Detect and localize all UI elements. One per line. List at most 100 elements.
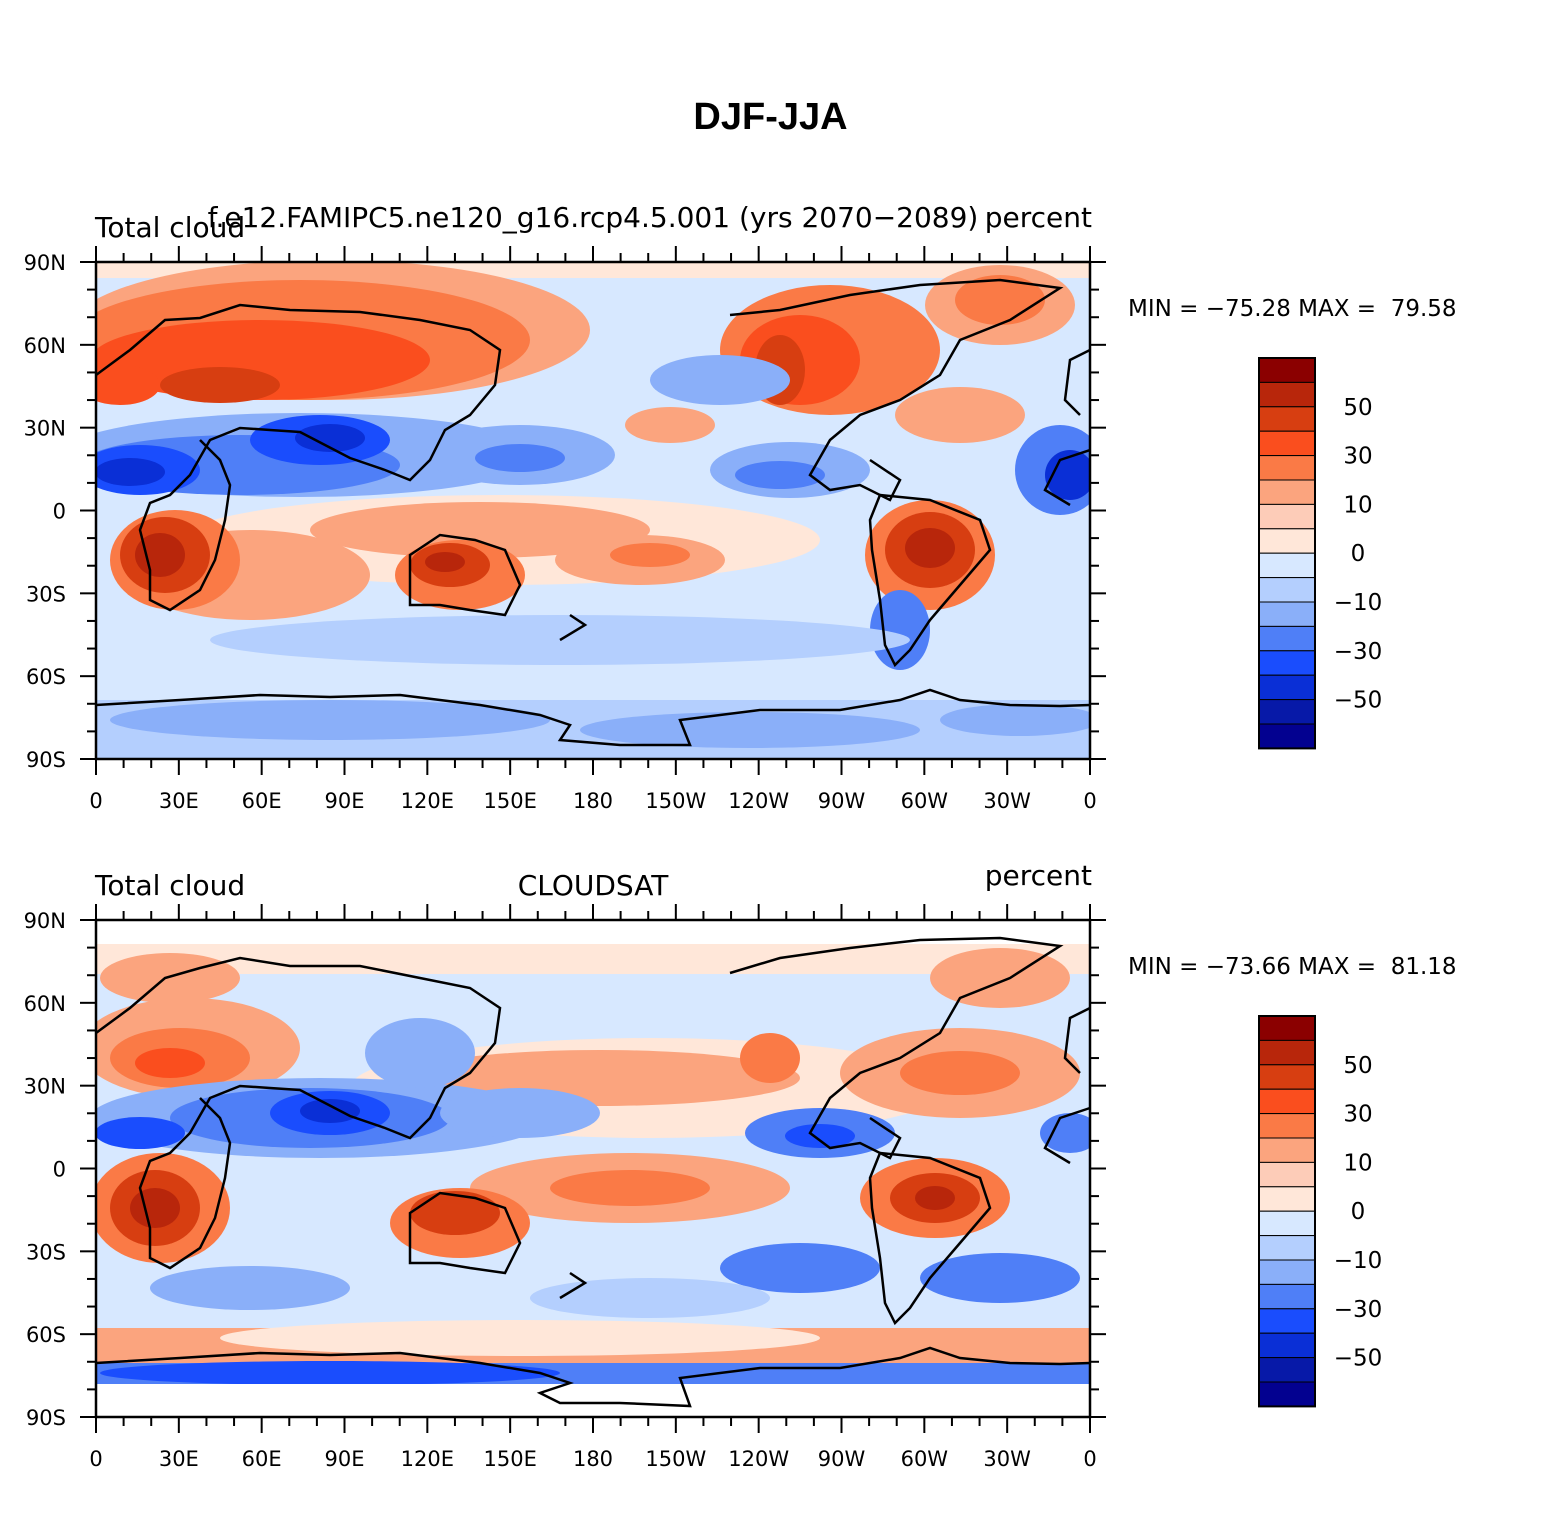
colorbar-label: 30 <box>1343 444 1372 470</box>
colorbar-cell <box>1258 430 1316 457</box>
y-tick-label: 60N <box>24 992 66 1016</box>
colorbar-label: 0 <box>1351 1199 1366 1225</box>
colorbar-cell <box>1258 1039 1316 1066</box>
colorbar-cell <box>1258 552 1316 579</box>
colorbar-label: 0 <box>1351 541 1366 567</box>
colorbar-cell <box>1258 1235 1316 1261</box>
y-tick-label: 30S <box>26 582 66 606</box>
colorbar-label: −30 <box>1334 1297 1383 1323</box>
units-label: percent <box>984 201 1092 234</box>
map-svg: 0 30E 60E 90E 120E 150E 180 150W 120W 90W 60W 30W 09… <box>24 246 1383 813</box>
colorbar-cell <box>1258 1283 1316 1310</box>
y-tick-label: 30N <box>24 417 66 441</box>
x-tick-label: 60E <box>242 789 282 813</box>
colorbar: 50 30 10 0 −10 −30 −50 <box>1258 1015 1383 1408</box>
y-tick-label: 90S <box>26 748 66 772</box>
x-tick-label: 30E <box>159 789 199 813</box>
x-tick-label: 60W <box>901 789 949 813</box>
colorbar-label: −50 <box>1334 688 1383 714</box>
x-tick-label: 30W <box>983 1447 1031 1471</box>
x-tick-label: 0 <box>89 789 102 813</box>
center-label: CLOUDSAT <box>517 869 669 902</box>
x-tick-label: 90W <box>818 789 866 813</box>
colorbar-cell <box>1258 1259 1316 1285</box>
colorbar-cell <box>1258 455 1316 481</box>
y-tick-label: 60N <box>24 334 66 358</box>
colorbar-cell <box>1258 406 1316 432</box>
colorbar-cell <box>1258 601 1316 627</box>
x-tick-label: 120E <box>401 1447 454 1471</box>
colorbar-cell <box>1258 674 1316 701</box>
y-tick-label: 0 <box>53 500 66 524</box>
difference-field <box>96 262 1090 759</box>
min-max-readout: MIN = −75.28 MAX = 79.58 <box>1128 296 1457 322</box>
coastlines <box>95 936 1091 1408</box>
colorbar-label: 30 <box>1343 1102 1372 1128</box>
colorbar-label: 50 <box>1343 1053 1372 1079</box>
colorbar-cell <box>1258 699 1316 725</box>
colorbar-cell <box>1258 479 1316 505</box>
map-panel-cloudsat: 0 30E 60E 90E 120E 150E 180 150W 120W 90W 60W 30W 0 9… <box>0 858 1541 1518</box>
x-tick-label: 0 <box>1083 789 1096 813</box>
y-tick-label: 90N <box>24 909 66 933</box>
x-tick-label: 180 <box>573 789 613 813</box>
axis-ticks <box>80 904 1106 1433</box>
colorbar-cell <box>1258 1137 1316 1163</box>
colorbar-cell <box>1258 503 1316 530</box>
axis-tick-labels: 0 30E 60E 90E 120E 150E 180 150W 120W 90W 60W 30W 09… <box>24 251 1097 813</box>
colorbar-cell <box>1258 1064 1316 1090</box>
colorbar-cell <box>1258 528 1316 554</box>
x-tick-label: 150E <box>483 789 536 813</box>
y-tick-label: 60S <box>26 665 66 689</box>
colorbar-cell <box>1258 723 1316 749</box>
colorbar-cell <box>1258 1332 1316 1359</box>
colorbar-frame <box>1258 357 1316 750</box>
x-tick-label: 150E <box>483 1447 536 1471</box>
y-tick-label: 30N <box>24 1075 66 1099</box>
colorbar-cell <box>1258 625 1316 652</box>
min-max-readout: MIN = −73.66 MAX = 81.18 <box>1128 954 1457 980</box>
x-tick-label: 60E <box>242 1447 282 1471</box>
left-label: Total cloud <box>95 869 246 902</box>
x-tick-label: 150W <box>645 1447 706 1471</box>
colorbar: 50 30 10 0 −10 −30 −50 <box>1258 357 1383 750</box>
colorbar-cell <box>1258 1210 1316 1237</box>
colorbar-cell <box>1258 1381 1316 1407</box>
map-panel-model: 0 30E 60E 90E 120E 150E 180 150W 120W 90W 60W 30W 0 9… <box>0 200 1541 860</box>
colorbar-label: −10 <box>1334 1248 1383 1274</box>
x-tick-label: 90W <box>818 1447 866 1471</box>
y-tick-label: 60S <box>26 1323 66 1347</box>
axis-ticks <box>80 246 1106 775</box>
colorbar-label: −50 <box>1334 1346 1383 1372</box>
colorbar-cell <box>1258 1357 1316 1383</box>
colorbar-cell <box>1258 650 1316 676</box>
colorbar-label: 50 <box>1343 395 1372 421</box>
colorbar-cell <box>1258 1161 1316 1188</box>
x-tick-label: 90E <box>325 789 365 813</box>
x-tick-label: 30W <box>983 789 1031 813</box>
axis-tick-labels: 0 30E 60E 90E 120E 150E 180 150W 120W 90W 60W 30W 09… <box>24 909 1097 1471</box>
difference-field <box>96 944 1090 1384</box>
x-tick-label: 120E <box>401 789 454 813</box>
colorbar-cell <box>1258 1186 1316 1212</box>
colorbar-cell <box>1258 1088 1316 1115</box>
y-tick-label: 90N <box>24 251 66 275</box>
x-tick-label: 180 <box>573 1447 613 1471</box>
colorbar-cell <box>1258 1015 1316 1041</box>
colorbar-cell <box>1258 1308 1316 1334</box>
coastlines <box>96 278 1090 747</box>
colorbar-cell <box>1258 381 1316 408</box>
colorbar-label: −30 <box>1334 639 1383 665</box>
x-tick-label: 150W <box>645 789 706 813</box>
units-label: percent <box>984 859 1092 892</box>
x-tick-label: 120W <box>728 789 789 813</box>
colorbar-cell <box>1258 1113 1316 1139</box>
colorbar-frame <box>1258 1015 1316 1408</box>
colorbar-label: 10 <box>1343 492 1372 518</box>
colorbar-label: 10 <box>1343 1150 1372 1176</box>
figure-title: DJF-JJA <box>693 96 848 138</box>
x-tick-label: 0 <box>1083 1447 1096 1471</box>
center-label: f.e12.FAMIPC5.ne120_g16.rcp4.5.001 (yrs … <box>207 201 979 234</box>
x-tick-label: 30E <box>159 1447 199 1471</box>
map-svg: 0 30E 60E 90E 120E 150E 180 150W 120W 90W 60W 30W 09… <box>24 904 1383 1471</box>
